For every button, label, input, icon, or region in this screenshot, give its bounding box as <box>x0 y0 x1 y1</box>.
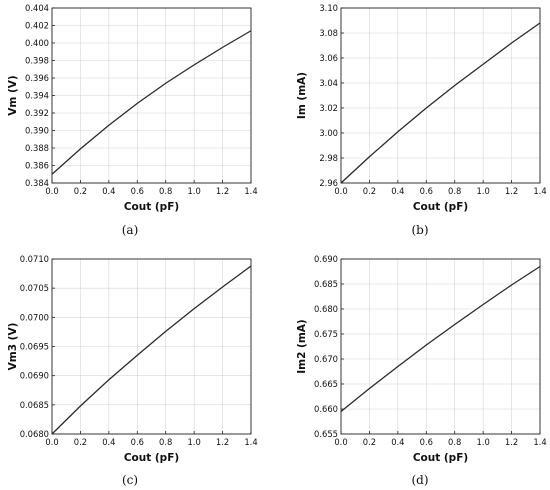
x-tick-label: 1.2 <box>216 186 229 196</box>
x-tick-label: 0.0 <box>334 186 347 196</box>
x-tick-label: 1.0 <box>187 186 200 196</box>
series-line <box>51 265 252 435</box>
y-tick-label: 0.384 <box>25 178 49 188</box>
y-tick-label: 0.404 <box>25 3 49 13</box>
x-tick-label: 0.8 <box>448 186 461 196</box>
y-tick-label: 0.0685 <box>20 400 49 410</box>
y-tick-label: 2.96 <box>319 178 338 188</box>
x-tick-label: 1.4 <box>244 437 257 447</box>
y-tick-label: 0.392 <box>25 108 49 118</box>
x-tick-label: 1.0 <box>187 437 200 447</box>
x-tick-label: 1.0 <box>476 437 489 447</box>
y-tick-label: 3.08 <box>319 28 338 38</box>
y-tick-label: 3.10 <box>319 3 338 13</box>
y-tick-label: 0.655 <box>314 429 338 439</box>
y-tick-label: 3.00 <box>319 128 338 138</box>
panel-caption: (c) <box>122 473 138 487</box>
x-tick-label: 0.8 <box>159 437 172 447</box>
y-tick-label: 0.396 <box>25 73 49 83</box>
y-tick-label: 0.0680 <box>20 429 49 439</box>
y-tick-label: 0.398 <box>25 56 49 66</box>
x-tick-label: 0.0 <box>45 437 58 447</box>
x-tick-label: 0.2 <box>74 437 87 447</box>
y-axis-title: Im (mA) <box>296 72 308 119</box>
plot-frame <box>340 7 541 184</box>
series-line <box>340 265 541 413</box>
panel-a: 0.0 0.2 0.4 0.6 0.8 1.0 1.2 1.4 0.384 0.386 0.388 0… <box>7 3 258 237</box>
y-tick-label: 0.0705 <box>20 283 49 293</box>
plot-frame <box>340 258 541 435</box>
y-tick-label: 0.680 <box>314 304 338 314</box>
y-axis-title: Vm (V) <box>7 75 19 115</box>
x-tick-label: 0.2 <box>363 186 376 196</box>
x-tick-label: 1.4 <box>533 186 546 196</box>
y-tick-label: 0.386 <box>25 161 49 171</box>
x-tick-label: 1.4 <box>244 186 257 196</box>
y-tick-label: 0.0700 <box>20 312 49 322</box>
x-tick-label: 0.4 <box>102 437 115 447</box>
y-axis-title: Im2 (mA) <box>296 319 308 373</box>
y-tick-label: 3.06 <box>319 53 338 63</box>
x-tick-label: 0.4 <box>391 186 404 196</box>
y-tick-label: 0.690 <box>314 254 338 264</box>
x-tick-label: 1.0 <box>476 186 489 196</box>
x-tick-label: 0.6 <box>420 437 433 447</box>
x-tick-label: 0.8 <box>448 437 461 447</box>
y-tick-label: 0.660 <box>314 404 338 414</box>
y-axis-title: Vm3 (V) <box>7 323 19 371</box>
x-tick-label: 0.0 <box>334 437 347 447</box>
x-tick-label: 1.2 <box>216 437 229 447</box>
x-tick-label: 1.4 <box>533 437 546 447</box>
y-tick-label: 0.0695 <box>20 342 49 352</box>
x-tick-label: 0.6 <box>420 186 433 196</box>
panel-caption: (b) <box>411 223 428 237</box>
y-tick-label: 0.675 <box>314 329 338 339</box>
y-tick-label: 0.0690 <box>20 371 49 381</box>
y-tick-label: 3.04 <box>319 78 338 88</box>
x-tick-label: 0.6 <box>131 186 144 196</box>
x-tick-label: 0.8 <box>159 186 172 196</box>
y-tick-label: 0.665 <box>314 379 338 389</box>
y-tick-label: 0.402 <box>25 21 49 31</box>
series-line <box>340 22 541 184</box>
x-axis-title: Cout (pF) <box>124 452 179 464</box>
y-tick-label: 0.400 <box>25 38 49 48</box>
x-axis-title: Cout (pF) <box>413 452 468 464</box>
x-tick-label: 0.4 <box>391 437 404 447</box>
y-tick-label: 0.390 <box>25 126 49 136</box>
panel-caption: (d) <box>411 473 428 487</box>
series-line <box>51 30 252 175</box>
x-tick-label: 0.6 <box>131 437 144 447</box>
x-axis-title: Cout (pF) <box>124 201 179 213</box>
x-tick-label: 0.0 <box>45 186 58 196</box>
y-tick-label: 0.670 <box>314 354 338 364</box>
y-tick-label: 2.98 <box>319 153 338 163</box>
x-tick-label: 0.2 <box>74 186 87 196</box>
x-tick-label: 0.4 <box>102 186 115 196</box>
y-tick-label: 3.02 <box>319 103 338 113</box>
panel-c: 0.0 0.2 0.4 0.6 0.8 1.0 1.2 1.4 0.0680 0.0685 0.06… <box>7 254 258 487</box>
panel-d: 0.0 0.2 0.4 0.6 0.8 1.0 1.2 1.4 0.655 0.660 0.665 0… <box>296 254 547 487</box>
y-tick-label: 0.685 <box>314 279 338 289</box>
panel-caption: (a) <box>122 223 139 237</box>
x-tick-label: 1.2 <box>505 437 518 447</box>
x-tick-label: 0.2 <box>363 437 376 447</box>
y-tick-label: 0.0710 <box>20 254 49 264</box>
y-tick-label: 0.394 <box>25 91 49 101</box>
x-axis-title: Cout (pF) <box>413 201 468 213</box>
x-tick-label: 1.2 <box>505 186 518 196</box>
y-tick-label: 0.388 <box>25 143 49 153</box>
panel-b: 0.0 0.2 0.4 0.6 0.8 1.0 1.2 1.4 2.96 2.98 3.00 3.02… <box>296 3 547 237</box>
